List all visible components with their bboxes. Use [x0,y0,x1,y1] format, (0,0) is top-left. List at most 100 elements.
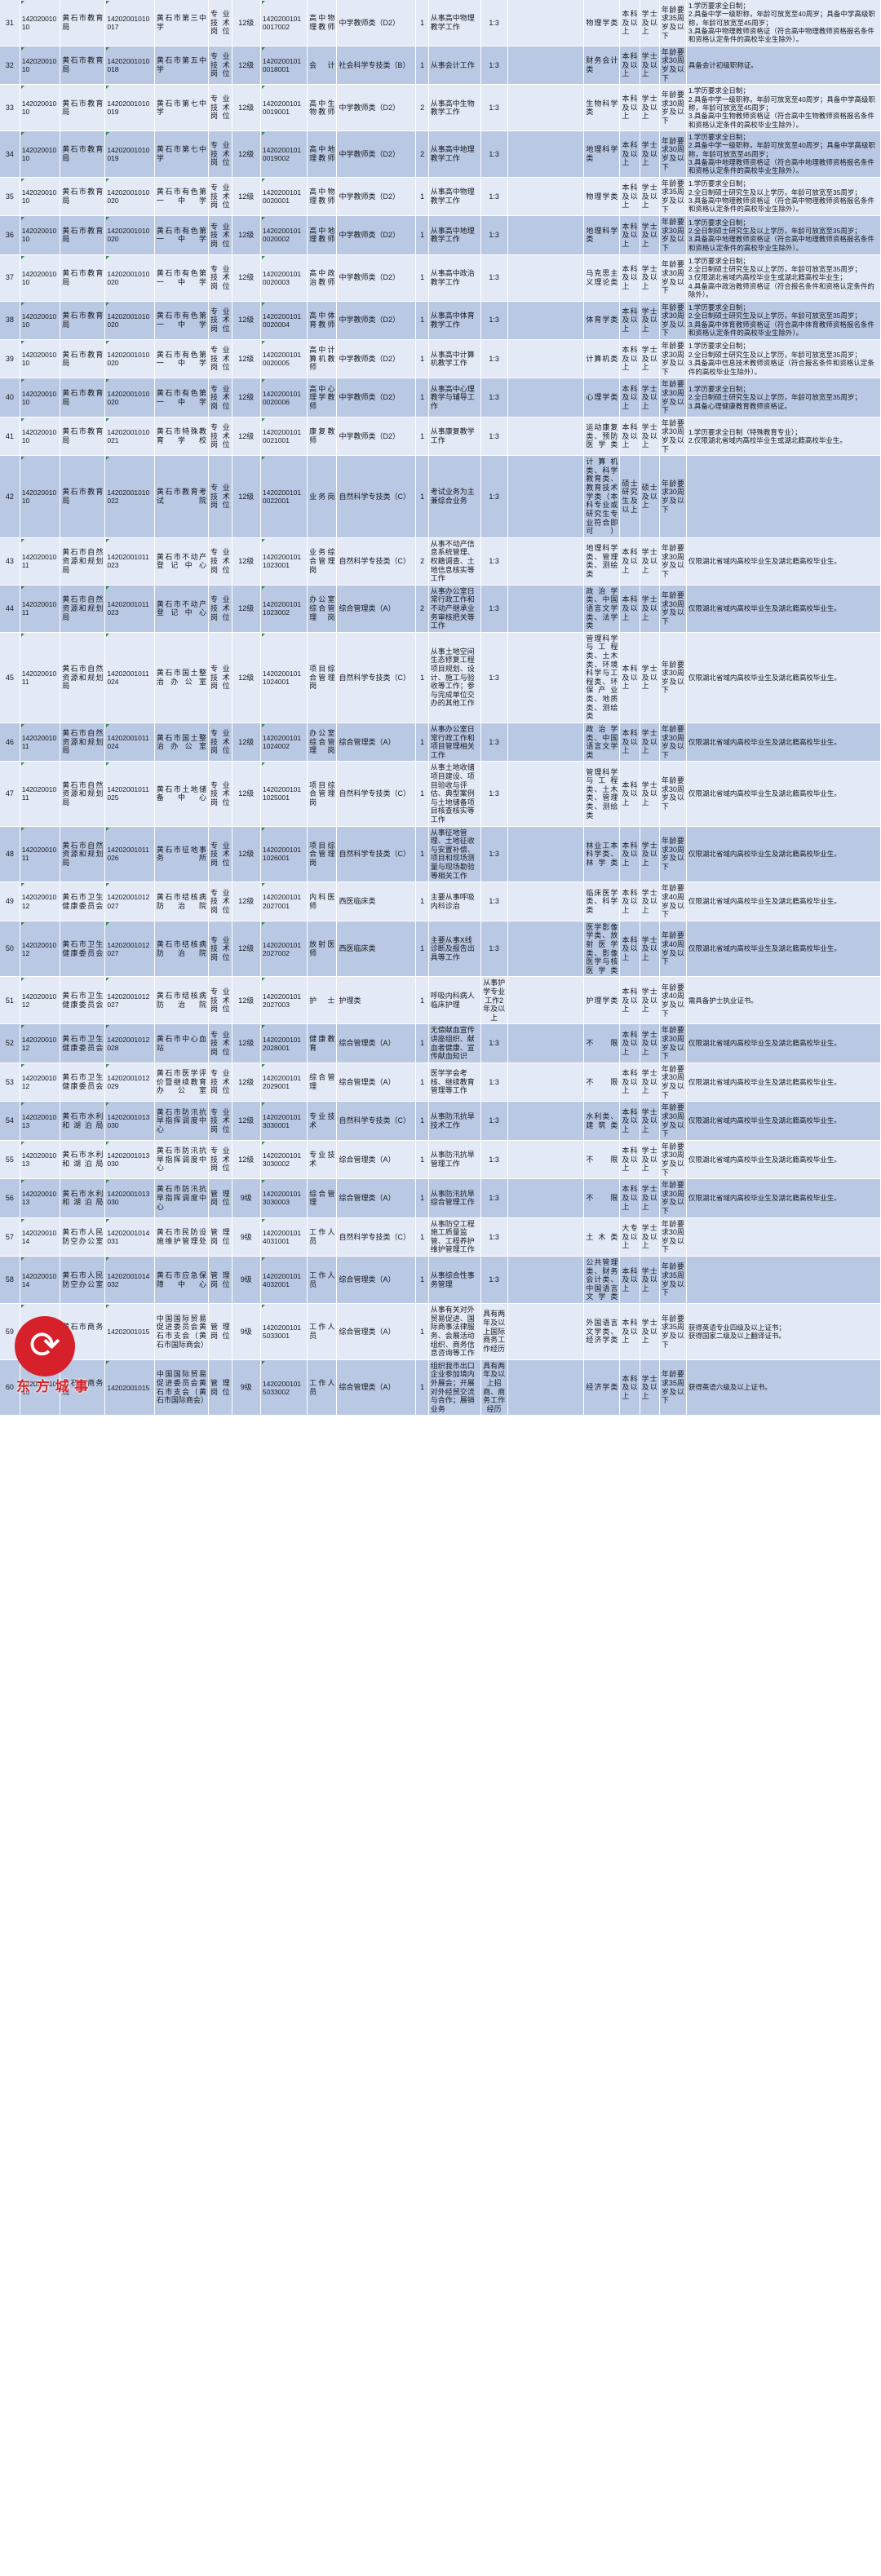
cell-dept_name[interactable]: 黄石市卫生健康委员会 [60,1023,106,1063]
cell-unit_name[interactable]: 黄石市第五中学 [154,46,210,86]
cell-exam_class[interactable]: 西医临床类 [336,881,417,921]
table-row[interactable]: 58 14202001014 黄石市人民防空办公室 14202001014032 黄石市… [0,1256,881,1305]
table-row[interactable]: 56 14202001013 黄石市水利和湖泊局 14202001013030 黄石市防… [0,1178,881,1218]
cell-other[interactable]: 1.学历要求全日制； 2.具备中学一级职称，年龄可放宽至40周岁；具备中学高级职称… [686,0,881,46]
cell-other[interactable] [686,1217,881,1257]
cell-age[interactable]: 年龄要求30周岁及以下 [659,46,687,86]
cell-unit_code[interactable]: 14202001010020 [104,254,155,302]
cell-degree[interactable]: 学士及以上 [640,1101,660,1141]
cell-post_level[interactable]: 12级 [232,215,261,255]
cell-other[interactable] [686,1256,881,1305]
cell-post_code[interactable]: 1420200101 0021001 [260,417,308,457]
cell-post_level[interactable]: 12级 [232,0,261,46]
cell-dept_name[interactable]: 黄石市教育局 [60,177,106,217]
cell-blank[interactable] [507,177,585,217]
cell-other[interactable]: 1.学历要求全日制； 2.全日制硕士研究生及以上学历，年龄可放宽至35周岁； 3.具… [686,378,881,418]
cell-age[interactable]: 年龄要求30周岁及以下 [659,378,687,418]
cell-unit_code[interactable]: 14202001011024 [104,722,155,762]
cell-other[interactable]: 需具备护士执业证书。 [686,976,881,1025]
cell-post_name[interactable]: 工作人员 [307,1359,338,1416]
cell-exam_class[interactable]: 中学教师类（D2） [336,177,417,217]
cell-degree[interactable]: 学士及以上 [640,254,660,302]
cell-count[interactable]: 1 [415,0,429,46]
cell-post_code[interactable]: 1420200101 0022001 [260,455,308,538]
cell-idx[interactable]: 55 [0,1140,20,1180]
cell-dept_name[interactable]: 黄石市人民防空办公室 [60,1256,106,1305]
cell-unit_code[interactable]: 14202001012029 [104,1063,155,1102]
cell-post_type[interactable]: 专业技术岗位 [208,921,232,978]
cell-blank[interactable] [507,722,585,762]
cell-unit_name[interactable]: 黄石市中心血站 [154,1023,210,1063]
cell-duty[interactable]: 从事高中体育教学工作 [428,301,481,340]
cell-degree[interactable]: 学士及以上 [640,585,660,633]
cell-post_level[interactable]: 12级 [232,455,261,538]
cell-unit_code[interactable]: 14202001010020 [104,301,155,340]
cell-exam_class[interactable]: 自然科学专技类（C） [336,537,417,585]
cell-blank[interactable] [507,1140,585,1180]
cell-ratio[interactable]: 具有两年及以上招商、商务工作经历 [480,1359,508,1416]
cell-post_level[interactable]: 9级 [232,1178,261,1218]
cell-count[interactable]: 1 [415,46,429,86]
cell-dept_code[interactable]: 14202001010 [20,46,61,86]
cell-post_level[interactable]: 12级 [232,130,261,178]
cell-idx[interactable]: 48 [0,826,20,883]
cell-major[interactable]: 经济学类 [583,1359,621,1416]
cell-duty[interactable]: 从事有关对外贸易促进、国际商事法律服务、会展活动组织、商务信息咨询等工作 [428,1303,481,1360]
cell-unit_name[interactable]: 黄石市有色第一中学 [154,339,210,379]
cell-major[interactable]: 管理科学与工程类、土木类、环境科学与工程类、环保产业类、地质类、测绘类 [583,632,621,723]
cell-edu[interactable]: 本科及以上 [619,722,640,762]
cell-blank[interactable] [507,455,585,538]
cell-edu[interactable]: 本科及以上 [619,761,640,827]
cell-exam_class[interactable]: 西医临床类 [336,921,417,978]
cell-count[interactable]: 1 [415,1140,429,1180]
cell-post_type[interactable]: 专业技术岗位 [208,1140,232,1180]
cell-other[interactable]: 1.学历要求全日制； 2.全日制硕士研究生及以上学历，年龄可放宽至35周岁； 3.仅… [686,254,881,302]
cell-age[interactable]: 年龄要求30周岁及以下 [659,1140,687,1180]
cell-major[interactable]: 水利类、建筑类 [583,1101,621,1141]
cell-major[interactable]: 心理学类 [583,378,621,418]
cell-exam_class[interactable]: 自然科学专技类（C） [336,1101,417,1141]
table-row[interactable]: 36 14202001010 黄石市教育局 14202001010020 黄石市有色第一… [0,215,881,255]
cell-other[interactable]: 仅限湖北省域内高校毕业生及湖北籍高校毕业生。 [686,632,881,723]
cell-exam_class[interactable]: 自然科学专技类（C） [336,1217,417,1257]
cell-edu[interactable]: 本科及以上 [619,921,640,978]
cell-edu[interactable]: 本科及以上 [619,1023,640,1063]
cell-count[interactable]: 1 [415,976,429,1025]
cell-post_type[interactable]: 专业技术岗位 [208,417,232,457]
cell-post_level[interactable]: 9级 [232,1217,261,1257]
table-row[interactable]: 44 14202001011 黄石市自然资源和规划局 14202001011023 黄石… [0,585,881,633]
cell-post_type[interactable]: 管理岗位 [208,1256,232,1305]
table-row[interactable]: 54 14202001013 黄石市水利和湖泊局 14202001013030 黄石市防… [0,1101,881,1141]
cell-duty[interactable]: 主要从事呼吸内科诊治 [428,881,481,921]
cell-unit_name[interactable]: 黄石市结核病防治院 [154,921,210,978]
cell-post_name[interactable]: 内科医师 [307,881,338,921]
cell-duty[interactable]: 医学学会考核、继续教育管理等工作 [428,1063,481,1102]
cell-major[interactable]: 不限 [583,1178,621,1218]
cell-dept_name[interactable]: 黄石市卫生健康委员会 [60,921,106,978]
cell-dept_code[interactable]: 14202001011 [20,632,61,723]
cell-major[interactable]: 体育学类 [583,301,621,340]
cell-edu[interactable]: 大专及以上 [619,1217,640,1257]
cell-major[interactable]: 物理学类 [583,0,621,46]
cell-edu[interactable]: 本科及以上 [619,632,640,723]
cell-edu[interactable]: 本科及以上 [619,976,640,1025]
cell-duty[interactable]: 从事康复教学工作 [428,417,481,457]
cell-dept_name[interactable]: 黄石市教育局 [60,46,106,86]
cell-post_code[interactable]: 1420200101 0020003 [260,254,308,302]
cell-exam_class[interactable]: 自然科学专技类（C） [336,632,417,723]
cell-dept_code[interactable]: 14202001011 [20,722,61,762]
cell-duty[interactable]: 从事不动产信息系统管理、权籍调查、土地信息核实等工作 [428,537,481,585]
cell-major[interactable]: 地理科学类 [583,215,621,255]
table-row[interactable]: 51 14202001012 黄石市卫生健康委员会 14202001012027 黄石市… [0,976,881,1025]
cell-duty[interactable]: 从事高中地理教学工作 [428,130,481,178]
cell-exam_class[interactable]: 综合管理类（A） [336,1063,417,1102]
cell-duty[interactable]: 从事综合性事务管理 [428,1256,481,1305]
cell-age[interactable]: 年龄要求30周岁及以下 [659,417,687,457]
cell-ratio[interactable]: 1:3 [480,722,508,762]
cell-post_level[interactable]: 9级 [232,1359,261,1416]
cell-post_type[interactable]: 专业技术岗位 [208,84,232,132]
cell-edu[interactable]: 本科及以上 [619,881,640,921]
cell-major[interactable]: 马克思主义理论类 [583,254,621,302]
cell-post_name[interactable]: 放射医师 [307,921,338,978]
cell-post_name[interactable]: 高中生物教师 [307,84,338,132]
